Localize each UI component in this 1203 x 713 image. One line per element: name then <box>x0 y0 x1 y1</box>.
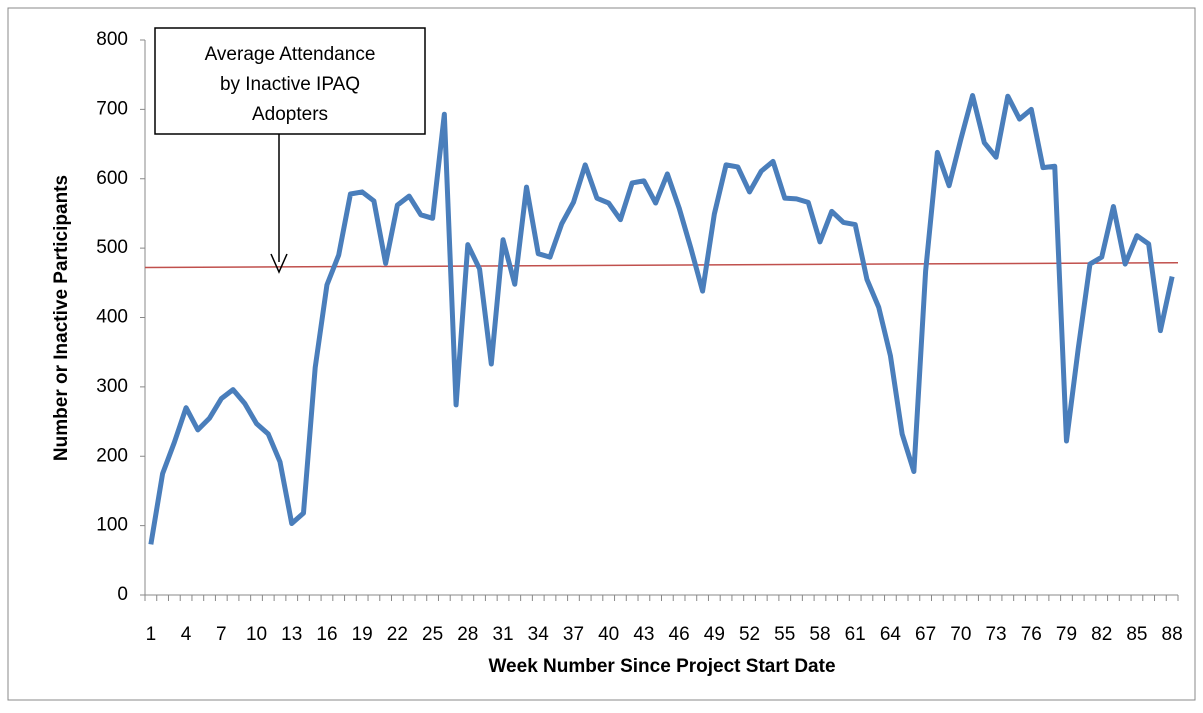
x-axis-title: Week Number Since Project Start Date <box>488 656 835 677</box>
y-tick-label: 200 <box>96 445 128 466</box>
x-tick-label: 70 <box>950 624 971 645</box>
annotation-text: Average Attendance <box>205 44 376 65</box>
y-tick-label: 700 <box>96 98 128 119</box>
x-tick-label: 7 <box>216 624 227 645</box>
annotation-arrowhead <box>270 253 288 274</box>
x-tick-label: 79 <box>1056 624 1077 645</box>
x-tick-label: 40 <box>598 624 619 645</box>
x-tick-label: 46 <box>669 624 690 645</box>
x-tick-label: 31 <box>492 624 513 645</box>
x-tick-label: 82 <box>1091 624 1112 645</box>
y-axis-title: Number or Inactive Participants <box>51 175 72 461</box>
y-tick-label: 800 <box>96 29 128 50</box>
x-tick-label: 10 <box>246 624 267 645</box>
x-tick-label: 49 <box>704 624 725 645</box>
data-line <box>148 93 1175 545</box>
x-tick-label: 34 <box>528 624 550 645</box>
y-tick-label: 0 <box>117 584 128 605</box>
x-tick-label: 22 <box>387 624 408 645</box>
x-tick-label: 55 <box>774 624 795 645</box>
x-tick-label: 67 <box>915 624 936 645</box>
average-line <box>144 261 1179 269</box>
x-tick-label: 85 <box>1126 624 1147 645</box>
y-tick-label: 100 <box>96 515 128 536</box>
y-tick-label: 600 <box>96 168 128 189</box>
x-tick-label: 88 <box>1162 624 1183 645</box>
x-tick-label: 16 <box>316 624 337 645</box>
x-tick-label: 25 <box>422 624 443 645</box>
x-tick-label: 4 <box>181 624 192 645</box>
annotation-text: Adopters <box>252 104 328 125</box>
x-tick-label: 13 <box>281 624 302 645</box>
y-tick-label: 400 <box>96 307 128 328</box>
x-tick-label: 1 <box>146 624 157 645</box>
x-tick-label: 76 <box>1021 624 1042 645</box>
x-tick-label: 73 <box>985 624 1006 645</box>
y-tick-label: 300 <box>96 376 128 397</box>
x-tick-label: 19 <box>352 624 373 645</box>
annotation-box <box>154 27 426 135</box>
y-tick-label: 500 <box>96 237 128 258</box>
x-tick-label: 64 <box>880 624 902 645</box>
x-tick-label: 28 <box>457 624 478 645</box>
x-tick-label: 52 <box>739 624 760 645</box>
x-tick-label: 43 <box>633 624 654 645</box>
x-tick-label: 58 <box>809 624 830 645</box>
annotation-text: by Inactive IPAQ <box>220 74 360 95</box>
x-tick-label: 37 <box>563 624 584 645</box>
x-tick-label: 61 <box>845 624 866 645</box>
